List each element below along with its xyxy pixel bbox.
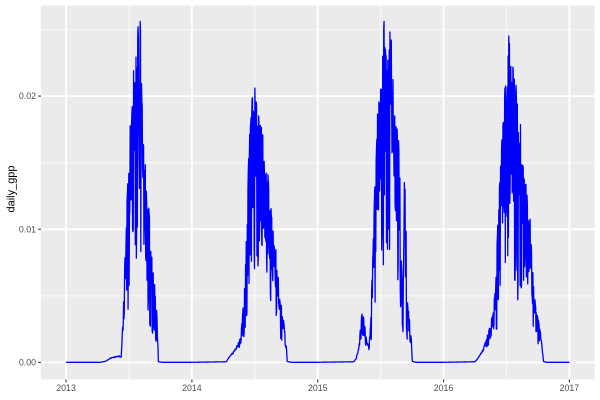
svg-text:2013: 2013 xyxy=(56,383,76,393)
svg-text:2015: 2015 xyxy=(308,383,328,393)
svg-text:daily_gpp: daily_gpp xyxy=(6,165,18,212)
svg-text:2016: 2016 xyxy=(434,383,454,393)
svg-text:0.01: 0.01 xyxy=(19,224,36,234)
svg-text:0.00: 0.00 xyxy=(19,358,36,368)
svg-text:2014: 2014 xyxy=(182,383,202,393)
svg-text:0.02: 0.02 xyxy=(19,91,36,101)
svg-text:2017: 2017 xyxy=(560,383,580,393)
